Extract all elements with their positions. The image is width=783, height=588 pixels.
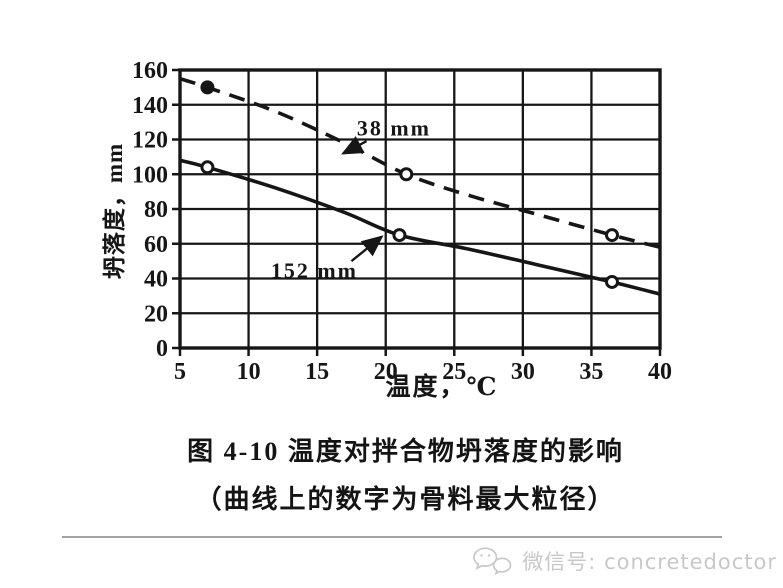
marker-point [605,228,619,243]
y-tick-label: 160 [132,58,168,84]
y-tick-label: 120 [132,128,168,154]
x-axis-title: 温度，℃ [386,372,499,401]
wechat-watermark: 微信号: concretedoctor [469,546,777,576]
x-tick-label: 25 [442,359,466,385]
x-tick-label: 30 [511,359,535,385]
annotation-arrow [350,235,384,263]
marker-point [605,274,619,289]
x-tick-label: 5 [174,359,186,385]
wechat-big-bubble [473,547,498,571]
annotation-label: 38 mm [357,115,431,140]
x-tick-label: 20 [374,359,398,385]
x-tick-label: 35 [579,359,603,385]
wechat-eye [488,554,491,557]
figure-caption-line2: （曲线上的数字为骨料最大粒径） [195,485,616,514]
y-tick-label: 20 [144,301,168,327]
x-tick-label: 10 [237,359,261,385]
y-axis-title: 坍落度，mm [101,143,127,279]
slump-temperature-chart: 0 20 40 60 80 100 120 140 160 5 10 15 20 25 30 35 40 坍落度，… [101,58,672,401]
wechat-icon [473,547,512,576]
y-tick-label: 80 [144,197,168,223]
figure-caption: 图 4-10 温度对拌合物坍落度的影响 （曲线上的数字为骨料最大粒径） [14,431,783,516]
y-tick-label: 140 [132,93,168,119]
wechat-eye [480,554,484,557]
marker-point [200,80,215,95]
y-tick-label: 60 [144,232,168,258]
wechat-small-bubble [493,557,512,576]
x-tick-label: 40 [648,359,672,385]
marker-point [200,160,215,175]
marker-point [392,228,407,243]
footer-divider [62,536,722,538]
y-tick-label: 0 [156,336,168,362]
annotation-label: 152 mm [271,258,358,283]
y-tick-label: 40 [144,267,168,293]
annotation-arrow [341,136,368,155]
figure-caption-line1: 图 4-10 温度对拌合物坍落度的影响 [187,437,624,466]
x-tick-label: 15 [305,359,329,385]
y-tick-label: 100 [132,162,168,188]
wechat-id-text: 微信号: concretedoctor [522,550,777,574]
marker-point [399,167,414,182]
